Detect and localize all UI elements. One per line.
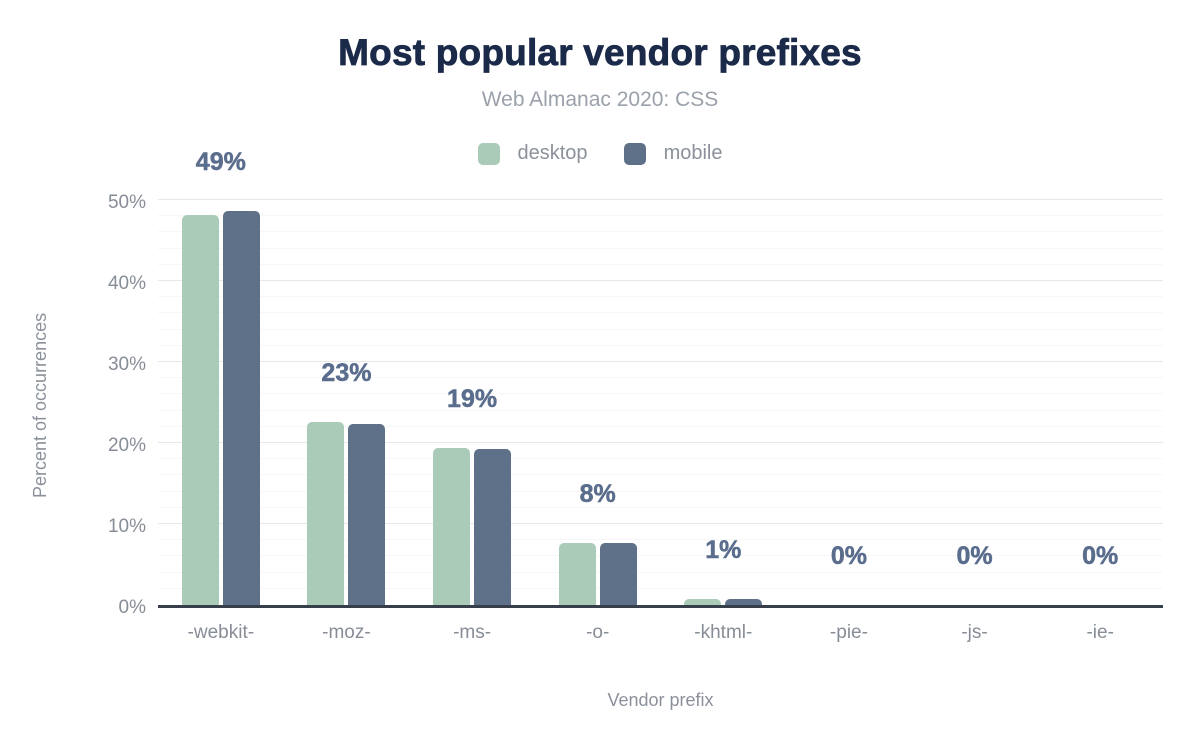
bar-desktop-webkit <box>181 215 219 605</box>
x-axis-title: Vendor prefix <box>607 690 714 710</box>
bar-desktop-moz <box>307 421 345 605</box>
gridline-minor <box>158 344 1163 346</box>
bar-mobile-moz <box>348 424 386 605</box>
y-tick-label: 30% <box>107 354 146 375</box>
y-tick-label: 0% <box>118 597 146 618</box>
gridline-minor <box>158 539 1163 541</box>
bar-group-o <box>535 203 661 605</box>
bar-mobile-o <box>599 543 637 605</box>
gridline-minor <box>158 247 1163 249</box>
bar-group-moz <box>284 203 410 605</box>
gridline-minor <box>158 587 1163 589</box>
x-axis-tick-labels: -webkit- -moz- -ms- -o- -khtml- -pie- -js- -ie- <box>158 622 1163 644</box>
bar-desktop-khtml <box>684 598 722 605</box>
gridline-minor <box>158 571 1163 573</box>
gridline-minor <box>158 490 1163 492</box>
bar-mobile-khtml <box>725 598 763 605</box>
y-tick-label: 40% <box>107 273 146 294</box>
legend: desktop mobile <box>0 142 1200 165</box>
x-tick-label-webkit: -webkit- <box>187 622 255 643</box>
gridline-minor <box>158 425 1163 427</box>
y-axis-tick-labels: 0% 10% 20% 30% 40% 50% <box>0 192 146 618</box>
y-tick-label: 10% <box>107 516 146 537</box>
bar-group-webkit <box>158 203 284 605</box>
x-tick-label-moz: -moz- <box>322 622 371 643</box>
x-tick-label-o: -o- <box>586 622 610 643</box>
legend-swatch-mobile <box>623 142 646 165</box>
gridline-minor <box>158 458 1163 460</box>
gridline-minor <box>158 328 1163 330</box>
gridline-major <box>158 361 1163 362</box>
bar-group-ms <box>409 203 535 605</box>
x-tick-label-ms: -ms- <box>453 622 492 643</box>
gridline-major <box>158 199 1163 200</box>
value-label-ie: 0% <box>1082 542 1119 571</box>
x-tick-label-khtml: -khtml- <box>694 622 753 643</box>
bar-mobile-webkit <box>222 210 260 605</box>
bar-mobile-ms <box>474 449 512 605</box>
gridline-minor <box>158 393 1163 395</box>
gridline-minor <box>158 296 1163 298</box>
x-tick-label-ie: -ie- <box>1086 622 1114 643</box>
gridline-minor <box>158 312 1163 314</box>
value-label-js: 0% <box>956 542 993 571</box>
x-tick-label-pie: -pie- <box>829 622 868 643</box>
bar-desktop-ms <box>433 447 471 605</box>
y-tick-label: 50% <box>107 192 146 213</box>
gridline-major <box>158 523 1163 524</box>
value-label-moz: 23% <box>321 358 372 388</box>
legend-label-mobile: mobile <box>663 142 723 164</box>
value-label-webkit: 49% <box>195 147 247 176</box>
gridline-minor <box>158 263 1163 265</box>
gridline-major <box>158 442 1163 443</box>
chart-title: Most popular vendor prefixes <box>338 32 862 74</box>
gridline-minor <box>158 506 1163 508</box>
gridline-minor <box>158 377 1163 379</box>
gridline-major <box>158 280 1163 281</box>
gridline-minor <box>158 409 1163 411</box>
gridline-minor <box>158 231 1163 233</box>
x-tick-label-js: -js- <box>961 622 988 643</box>
gridline-minor <box>158 555 1163 557</box>
legend-item-mobile[interactable]: mobile <box>623 142 723 165</box>
bar-desktop-o <box>558 542 596 605</box>
gridline-minor <box>158 474 1163 476</box>
plot-area: 49% 23% 19% 8% 1% 0% 0% 0% <box>158 147 1163 608</box>
value-label-ms: 19% <box>447 384 498 414</box>
legend-item-desktop[interactable]: desktop <box>477 142 588 165</box>
value-label-o: 8% <box>579 479 616 508</box>
value-label-khtml: 1% <box>705 535 742 564</box>
legend-swatch-desktop <box>477 142 500 165</box>
y-tick-label: 20% <box>107 435 146 456</box>
legend-label-desktop: desktop <box>517 142 588 164</box>
gridline-minor <box>158 215 1163 217</box>
value-label-pie: 0% <box>830 542 868 571</box>
chart-subtitle: Web Almanac 2020: CSS <box>481 88 719 111</box>
bar-group-khtml <box>661 203 787 605</box>
